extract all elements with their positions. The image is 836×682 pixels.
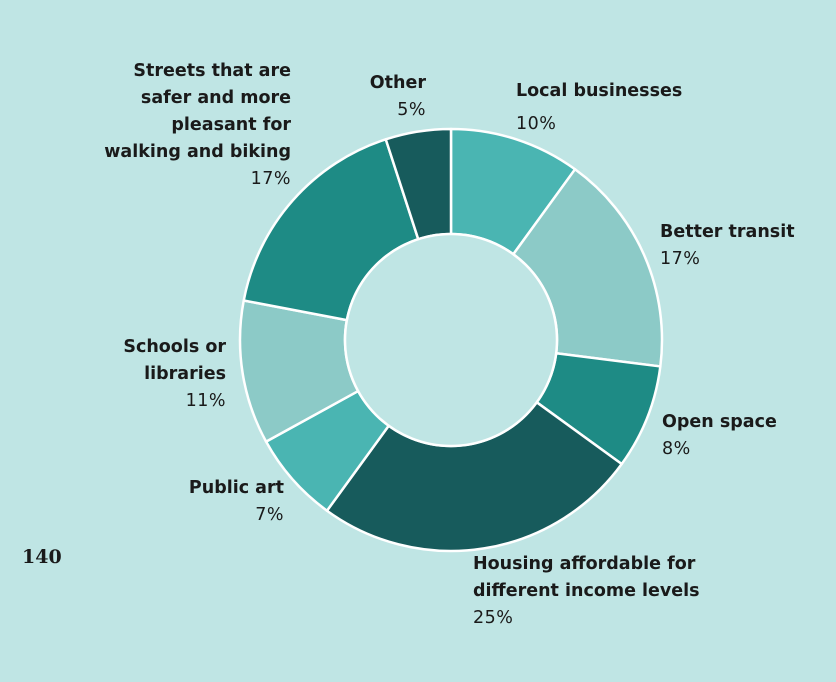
page-number: 140 bbox=[22, 546, 62, 568]
slice-name: Local businesses bbox=[516, 81, 683, 101]
slice-name: Streets that are safer and more pleasant… bbox=[104, 61, 291, 162]
label-other: Other 5% bbox=[330, 70, 426, 124]
label-schools: Schools or libraries 11% bbox=[106, 334, 226, 415]
donut-hole bbox=[343, 232, 559, 448]
label-public-art: Public art 7% bbox=[150, 475, 284, 529]
slice-percent: 8% bbox=[662, 439, 691, 459]
slice-percent: 5% bbox=[397, 100, 426, 120]
label-housing: Housing affordable for different income … bbox=[473, 551, 713, 632]
slice-percent: 17% bbox=[250, 169, 291, 189]
label-streets: Streets that are safer and more pleasant… bbox=[90, 58, 291, 193]
slice-name: Other bbox=[369, 73, 426, 93]
slice-percent: 7% bbox=[255, 505, 284, 525]
slice-percent: 17% bbox=[660, 249, 701, 269]
slice-percent: 25% bbox=[473, 608, 514, 628]
slice-percent: 11% bbox=[185, 391, 226, 411]
slice-name: Public art bbox=[188, 478, 284, 498]
slice-name: Schools or libraries bbox=[123, 337, 226, 384]
label-local-businesses: Local businesses 10% bbox=[516, 78, 682, 138]
label-better-transit: Better transit 17% bbox=[660, 219, 795, 273]
slice-percent: 10% bbox=[516, 114, 557, 134]
slice-name: Housing affordable for different income … bbox=[473, 554, 700, 601]
slice-name: Better transit bbox=[660, 222, 795, 242]
slice-name: Open space bbox=[662, 412, 777, 432]
label-open-space: Open space 8% bbox=[662, 409, 777, 463]
